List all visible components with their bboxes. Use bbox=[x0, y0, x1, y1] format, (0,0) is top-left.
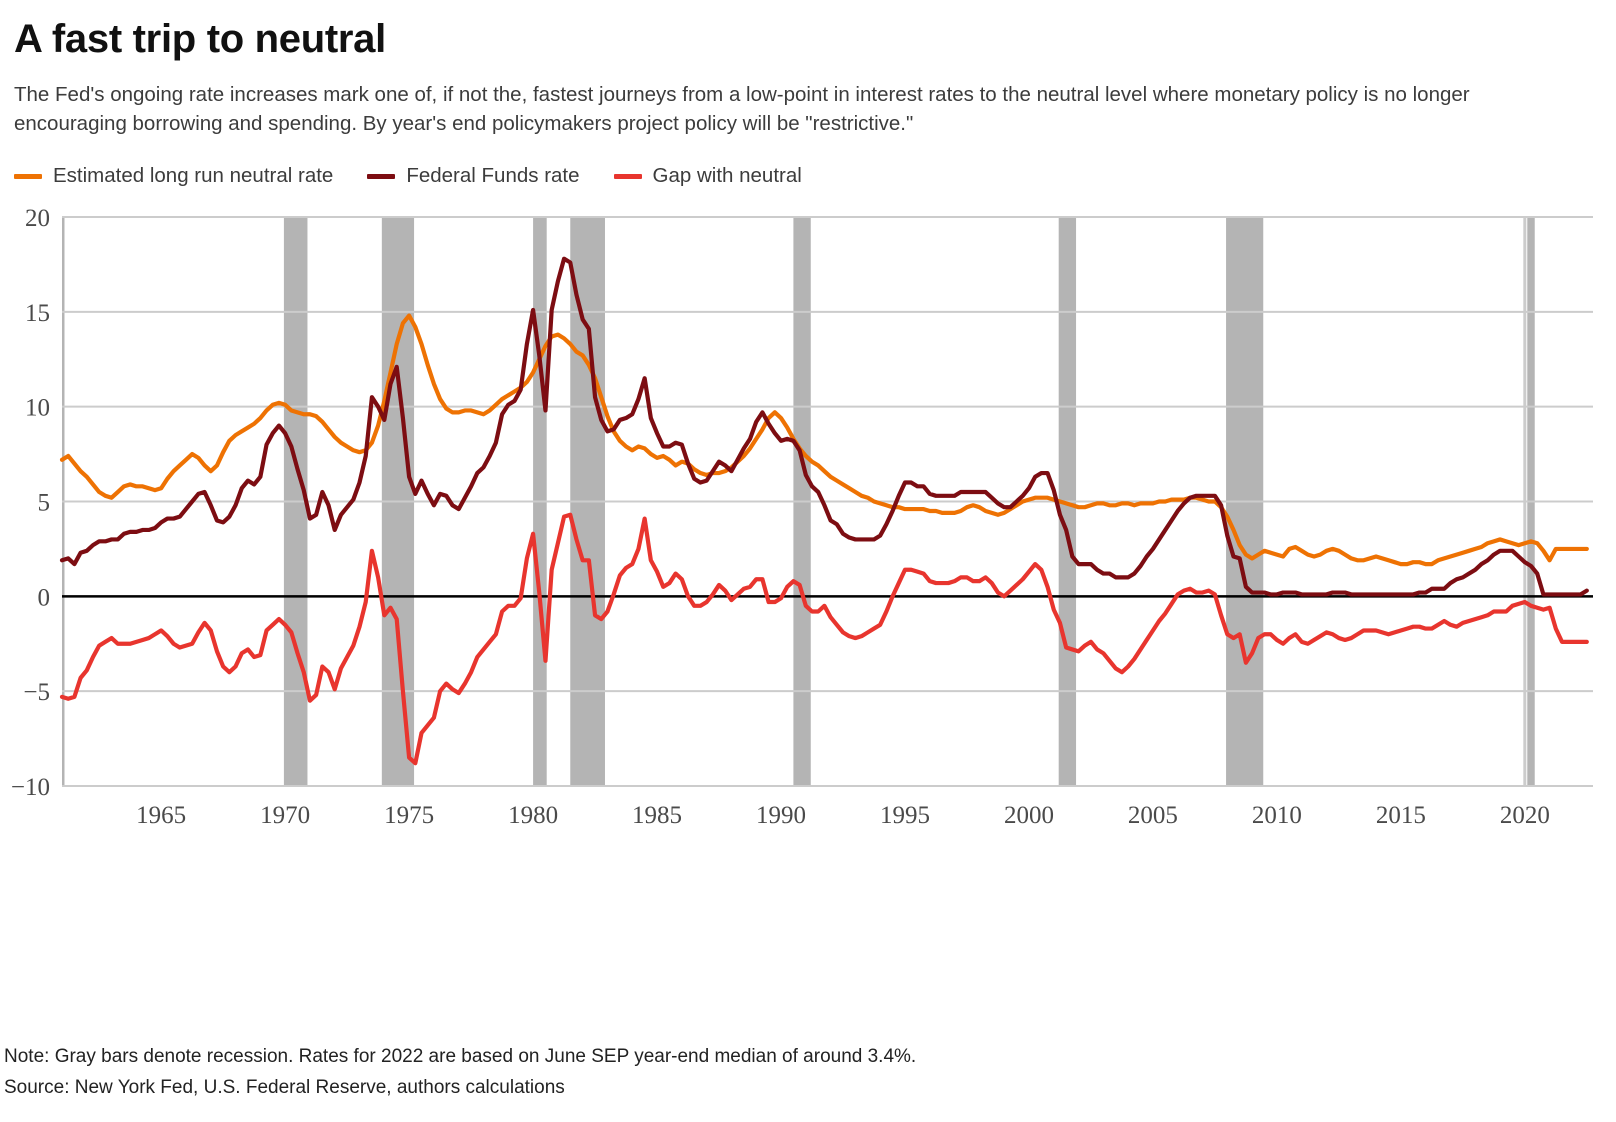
ytick-label: 15 bbox=[25, 300, 50, 327]
legend-swatch-neutral-rate bbox=[14, 173, 42, 179]
chart-page: A fast trip to neutral The Fed's ongoing… bbox=[0, 18, 1616, 1122]
footer-source: Source: New York Fed, U.S. Federal Reser… bbox=[4, 1077, 565, 1099]
legend-item-fed-funds[interactable]: Federal Funds rate bbox=[367, 164, 580, 188]
ytick-label: 20 bbox=[25, 206, 50, 232]
xtick-label: 1995 bbox=[880, 802, 930, 829]
page-title: A fast trip to neutral bbox=[14, 17, 386, 61]
footer-note: Note: Gray bars denote recession. Rates … bbox=[4, 1046, 917, 1068]
xtick-label: 2015 bbox=[1376, 802, 1426, 829]
series-line-2 bbox=[59, 512, 1589, 766]
chart-footer: Note: Gray bars denote recession. Rates … bbox=[4, 1042, 916, 1104]
legend-label-fed-funds: Federal Funds rate bbox=[406, 164, 580, 188]
footer-divider bbox=[4, 1017, 1604, 1018]
xtick-label: 1990 bbox=[756, 802, 806, 829]
legend-item-gap[interactable]: Gap with neutral bbox=[613, 164, 802, 188]
ytick-label: −10 bbox=[11, 774, 50, 801]
legend-item-neutral-rate[interactable]: Estimated long run neutral rate bbox=[14, 164, 333, 188]
series-line-1 bbox=[59, 256, 1589, 597]
xtick-label: 2000 bbox=[1004, 802, 1054, 829]
ytick-label: 5 bbox=[38, 490, 51, 517]
xtick-label: 1985 bbox=[632, 802, 682, 829]
xtick-label: 2005 bbox=[1128, 802, 1178, 829]
ytick-label: −5 bbox=[23, 679, 50, 706]
xtick-label: 2010 bbox=[1252, 802, 1302, 829]
xtick-label: 1975 bbox=[384, 802, 434, 829]
chart-subtitle: The Fed's ongoing rate increases mark on… bbox=[14, 83, 1470, 136]
chart-plot-area: 20 15 10 5 0 −5 −10 1965 1970 1975 1980 1985 1990 199… bbox=[10, 206, 1606, 831]
xtick-label: 2020 bbox=[1500, 802, 1550, 829]
legend-swatch-fed-funds bbox=[367, 173, 396, 179]
ytick-label: 10 bbox=[25, 395, 50, 422]
legend-label-neutral-rate: Estimated long run neutral rate bbox=[53, 164, 334, 188]
series-line-0 bbox=[59, 313, 1589, 567]
legend-label-gap: Gap with neutral bbox=[652, 164, 802, 188]
xtick-label: 1965 bbox=[136, 802, 186, 829]
legend-swatch-gap bbox=[613, 173, 642, 179]
ytick-label: 0 bbox=[38, 585, 51, 612]
xtick-label: 1980 bbox=[508, 802, 558, 829]
xtick-label: 1970 bbox=[260, 802, 310, 829]
chart-legend: Estimated long run neutral rate Federal … bbox=[14, 164, 1606, 188]
